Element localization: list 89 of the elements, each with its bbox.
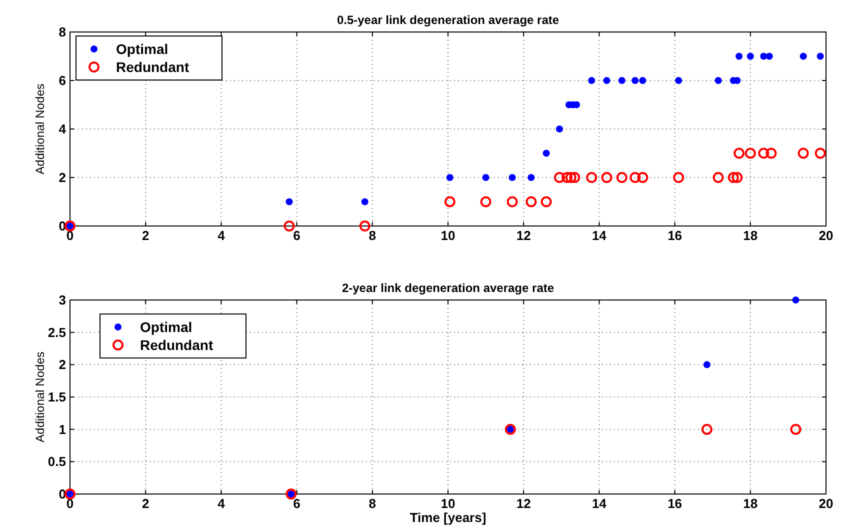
x-tick-label: 6 <box>293 496 300 511</box>
x-tick-label: 4 <box>218 228 226 243</box>
point <box>554 172 566 183</box>
point <box>728 172 739 183</box>
point <box>603 77 610 84</box>
chart-title: 0.5-year link degeneration average rate <box>336 13 560 27</box>
point <box>714 77 722 84</box>
x-tick-label: 20 <box>818 228 834 243</box>
y-tick-label: 0.5 <box>48 454 66 470</box>
point <box>588 77 596 84</box>
point <box>798 148 809 159</box>
point <box>703 361 710 368</box>
point <box>758 148 770 159</box>
y-tick-label: 8 <box>58 24 66 40</box>
y-axis-title: Additional Nodes <box>33 352 47 442</box>
point <box>569 172 580 183</box>
point <box>800 52 807 60</box>
point <box>562 172 573 183</box>
point <box>639 77 646 84</box>
y-tick-label: 2 <box>58 357 66 372</box>
point <box>508 174 516 181</box>
point <box>361 198 368 206</box>
y-tick-label: 3 <box>58 292 66 308</box>
x-tick-label: 8 <box>368 496 376 511</box>
point <box>586 172 598 183</box>
point <box>701 424 712 435</box>
point <box>744 148 756 159</box>
point <box>630 172 641 183</box>
point <box>766 52 773 60</box>
point <box>790 424 802 435</box>
point <box>632 77 639 84</box>
point <box>480 196 492 208</box>
legend-label: Redundant <box>140 337 214 353</box>
x-tick-label: 10 <box>440 496 456 511</box>
x-tick-label: 16 <box>668 228 682 243</box>
point <box>526 196 537 208</box>
x-tick-label: 10 <box>440 228 456 243</box>
point <box>601 172 612 183</box>
point <box>540 196 552 208</box>
point <box>359 220 370 232</box>
point <box>444 196 456 208</box>
x-tick-label: 6 <box>293 228 300 243</box>
x-tick-label: 2 <box>142 228 150 243</box>
point <box>506 196 518 208</box>
point <box>446 174 454 181</box>
y-tick-label: 6 <box>58 73 66 88</box>
point <box>528 174 535 181</box>
x-tick-label: 14 <box>592 496 608 511</box>
x-tick-label: 8 <box>368 228 376 243</box>
x-tick-label: 2 <box>142 496 150 511</box>
y-tick-label: 2 <box>58 170 66 185</box>
point <box>746 52 754 60</box>
point <box>542 150 550 157</box>
point <box>673 172 684 183</box>
point <box>637 172 648 183</box>
x-tick-label: 18 <box>743 496 758 511</box>
x-tick-label: 18 <box>743 228 758 243</box>
x-tick-label: 12 <box>516 496 531 511</box>
y-axis-title: Additional Nodes <box>33 84 47 174</box>
point <box>482 174 490 181</box>
point <box>792 296 800 304</box>
y-tick-label: 2.5 <box>48 324 66 340</box>
x-tick-label: 16 <box>668 496 682 511</box>
y-tick-label: 1.5 <box>48 390 66 404</box>
point <box>286 198 293 206</box>
point <box>734 148 745 159</box>
point <box>814 148 826 159</box>
legend-label: Optimal <box>116 41 168 57</box>
x-axis-title: Time [years] <box>410 510 486 525</box>
x-tick-label: 20 <box>818 496 834 511</box>
point <box>816 52 824 60</box>
point <box>284 220 295 232</box>
point <box>556 126 564 132</box>
point <box>736 52 743 60</box>
point <box>712 172 724 183</box>
point <box>616 172 628 183</box>
legend-label: Optimal <box>140 319 192 335</box>
y-tick-label: 1 <box>58 422 66 437</box>
point <box>732 172 743 183</box>
y-tick-label: 4 <box>58 122 67 136</box>
point <box>565 172 576 183</box>
x-tick-label: 14 <box>592 228 608 243</box>
x-tick-label: 12 <box>516 228 531 243</box>
chart-title: 2-year link degeneration average rate <box>342 281 554 295</box>
legend-label: Redundant <box>116 59 190 75</box>
x-tick-label: 4 <box>218 496 226 511</box>
point <box>766 148 777 159</box>
point <box>675 77 682 84</box>
point <box>618 77 626 84</box>
